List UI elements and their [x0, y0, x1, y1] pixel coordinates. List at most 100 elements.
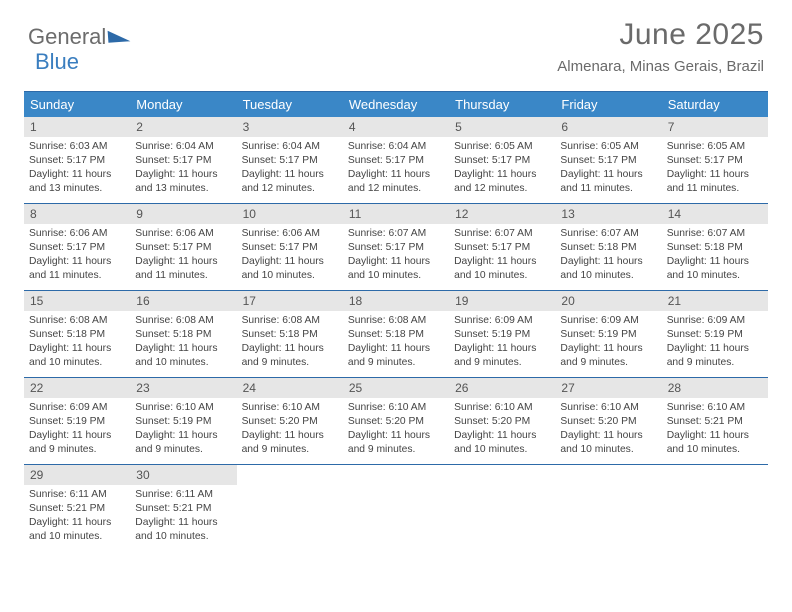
day-cell: 23Sunrise: 6:10 AMSunset: 5:19 PMDayligh…: [130, 378, 236, 464]
day-details: Sunrise: 6:06 AMSunset: 5:17 PMDaylight:…: [24, 227, 130, 283]
sunset-line: Sunset: 5:17 PM: [348, 241, 444, 255]
day-details: Sunrise: 6:07 AMSunset: 5:17 PMDaylight:…: [343, 227, 449, 283]
sunrise-line: Sunrise: 6:06 AM: [29, 227, 125, 241]
day-details: Sunrise: 6:08 AMSunset: 5:18 PMDaylight:…: [24, 314, 130, 370]
day-cell: 29Sunrise: 6:11 AMSunset: 5:21 PMDayligh…: [24, 465, 130, 551]
day-details: Sunrise: 6:11 AMSunset: 5:21 PMDaylight:…: [130, 488, 236, 544]
day-number: 21: [662, 291, 768, 311]
week-row: 29Sunrise: 6:11 AMSunset: 5:21 PMDayligh…: [24, 465, 768, 551]
day-cell: [343, 465, 449, 551]
day-details: Sunrise: 6:10 AMSunset: 5:20 PMDaylight:…: [343, 401, 449, 457]
sunrise-line: Sunrise: 6:08 AM: [348, 314, 444, 328]
sunset-line: Sunset: 5:18 PM: [242, 328, 338, 342]
daylight-line: Daylight: 11 hours and 9 minutes.: [242, 342, 338, 370]
day-number: 17: [237, 291, 343, 311]
day-cell: 1Sunrise: 6:03 AMSunset: 5:17 PMDaylight…: [24, 117, 130, 203]
day-details: Sunrise: 6:09 AMSunset: 5:19 PMDaylight:…: [662, 314, 768, 370]
sunset-line: Sunset: 5:17 PM: [242, 241, 338, 255]
daylight-line: Daylight: 11 hours and 10 minutes.: [667, 255, 763, 283]
sunrise-line: Sunrise: 6:07 AM: [560, 227, 656, 241]
sunset-line: Sunset: 5:17 PM: [135, 154, 231, 168]
day-details: Sunrise: 6:10 AMSunset: 5:19 PMDaylight:…: [130, 401, 236, 457]
sunrise-line: Sunrise: 6:11 AM: [29, 488, 125, 502]
daylight-line: Daylight: 11 hours and 9 minutes.: [348, 342, 444, 370]
day-number: 28: [662, 378, 768, 398]
daylight-line: Daylight: 11 hours and 12 minutes.: [454, 168, 550, 196]
sunset-line: Sunset: 5:17 PM: [135, 241, 231, 255]
daylight-line: Daylight: 11 hours and 9 minutes.: [29, 429, 125, 457]
day-cell: 15Sunrise: 6:08 AMSunset: 5:18 PMDayligh…: [24, 291, 130, 377]
sunrise-line: Sunrise: 6:04 AM: [242, 140, 338, 154]
day-details: Sunrise: 6:10 AMSunset: 5:20 PMDaylight:…: [237, 401, 343, 457]
day-cell: 28 Sunrise: 6:10 AMSunset: 5:21 PMDayligh…: [662, 378, 768, 464]
logo-line2: Blue: [35, 49, 79, 75]
day-number: 24: [237, 378, 343, 398]
sunset-line: Sunset: 5:17 PM: [454, 241, 550, 255]
sunrise-line: Sunrise: 6:05 AM: [454, 140, 550, 154]
day-cell: [237, 465, 343, 551]
sunset-line: Sunset: 5:21 PM: [135, 502, 231, 516]
day-number: 13: [555, 204, 661, 224]
day-number: 29: [24, 465, 130, 485]
calendar-table: SundayMondayTuesdayWednesdayThursdayFrid…: [24, 91, 768, 551]
day-number: 7: [662, 117, 768, 137]
day-number: 22: [24, 378, 130, 398]
sunrise-line: Sunrise: 6:06 AM: [242, 227, 338, 241]
daylight-line: Daylight: 11 hours and 10 minutes.: [135, 516, 231, 544]
day-details: Sunrise: 6:04 AMSunset: 5:17 PMDaylight:…: [237, 140, 343, 196]
sunset-line: Sunset: 5:17 PM: [29, 154, 125, 168]
sunrise-line: Sunrise: 6:07 AM: [667, 227, 763, 241]
day-number: 25: [343, 378, 449, 398]
sunrise-line: Sunrise: 6:08 AM: [29, 314, 125, 328]
day-number: 19: [449, 291, 555, 311]
week-row: 15Sunrise: 6:08 AMSunset: 5:18 PMDayligh…: [24, 291, 768, 378]
day-number: 27: [555, 378, 661, 398]
day-cell: 2Sunrise: 6:04 AMSunset: 5:17 PMDaylight…: [130, 117, 236, 203]
day-number: 8: [24, 204, 130, 224]
day-details: Sunrise: 6:05 AMSunset: 5:17 PMDaylight:…: [555, 140, 661, 196]
sunrise-line: Sunrise: 6:03 AM: [29, 140, 125, 154]
sunset-line: Sunset: 5:20 PM: [348, 415, 444, 429]
day-cell: 12Sunrise: 6:07 AMSunset: 5:17 PMDayligh…: [449, 204, 555, 290]
sunset-line: Sunset: 5:19 PM: [454, 328, 550, 342]
day-cell: 30Sunrise: 6:11 AMSunset: 5:21 PMDayligh…: [130, 465, 236, 551]
day-details: Sunrise: 6:10 AMSunset: 5:20 PMDaylight:…: [555, 401, 661, 457]
weekday-header: Saturday: [662, 92, 768, 117]
daylight-line: Daylight: 11 hours and 11 minutes.: [560, 168, 656, 196]
day-cell: [662, 465, 768, 551]
week-row: 22 Sunrise: 6:09 AMSunset: 5:19 PMDayligh…: [24, 378, 768, 465]
day-details: Sunrise: 6:09 AMSunset: 5:19 PMDaylight:…: [24, 401, 130, 457]
day-cell: 13Sunrise: 6:07 AMSunset: 5:18 PMDayligh…: [555, 204, 661, 290]
day-details: Sunrise: 6:08 AMSunset: 5:18 PMDaylight:…: [130, 314, 236, 370]
day-cell: 19Sunrise: 6:09 AMSunset: 5:19 PMDayligh…: [449, 291, 555, 377]
daylight-line: Daylight: 11 hours and 9 minutes.: [242, 429, 338, 457]
weekday-header: Sunday: [24, 92, 130, 117]
title-area: June 2025 Almenara, Minas Gerais, Brazil: [557, 18, 764, 75]
daylight-line: Daylight: 11 hours and 9 minutes.: [667, 342, 763, 370]
sunset-line: Sunset: 5:18 PM: [29, 328, 125, 342]
day-cell: 4Sunrise: 6:04 AMSunset: 5:17 PMDaylight…: [343, 117, 449, 203]
location-label: Almenara, Minas Gerais, Brazil: [557, 58, 764, 75]
weekday-header: Wednesday: [343, 92, 449, 117]
sunset-line: Sunset: 5:17 PM: [560, 154, 656, 168]
weekday-header: Tuesday: [237, 92, 343, 117]
sunset-line: Sunset: 5:19 PM: [29, 415, 125, 429]
daylight-line: Daylight: 11 hours and 10 minutes.: [242, 255, 338, 283]
sunrise-line: Sunrise: 6:10 AM: [242, 401, 338, 415]
weekday-header: Monday: [130, 92, 236, 117]
sunset-line: Sunset: 5:17 PM: [667, 154, 763, 168]
day-cell: 17 Sunrise: 6:08 AMSunset: 5:18 PMDayligh…: [237, 291, 343, 377]
day-number: 5: [449, 117, 555, 137]
day-details: Sunrise: 6:08 AMSunset: 5:18 PMDaylight:…: [343, 314, 449, 370]
daylight-line: Daylight: 11 hours and 11 minutes.: [135, 255, 231, 283]
sunrise-line: Sunrise: 6:04 AM: [135, 140, 231, 154]
day-details: Sunrise: 6:10 AMSunset: 5:21 PMDaylight:…: [662, 401, 768, 457]
sunrise-line: Sunrise: 6:08 AM: [242, 314, 338, 328]
sunrise-line: Sunrise: 6:06 AM: [135, 227, 231, 241]
daylight-line: Daylight: 11 hours and 10 minutes.: [29, 342, 125, 370]
weekday-header-row: SundayMondayTuesdayWednesdayThursdayFrid…: [24, 92, 768, 117]
day-cell: 7Sunrise: 6:05 AMSunset: 5:17 PMDaylight…: [662, 117, 768, 203]
sunrise-line: Sunrise: 6:10 AM: [667, 401, 763, 415]
sunrise-line: Sunrise: 6:09 AM: [667, 314, 763, 328]
sunset-line: Sunset: 5:20 PM: [560, 415, 656, 429]
